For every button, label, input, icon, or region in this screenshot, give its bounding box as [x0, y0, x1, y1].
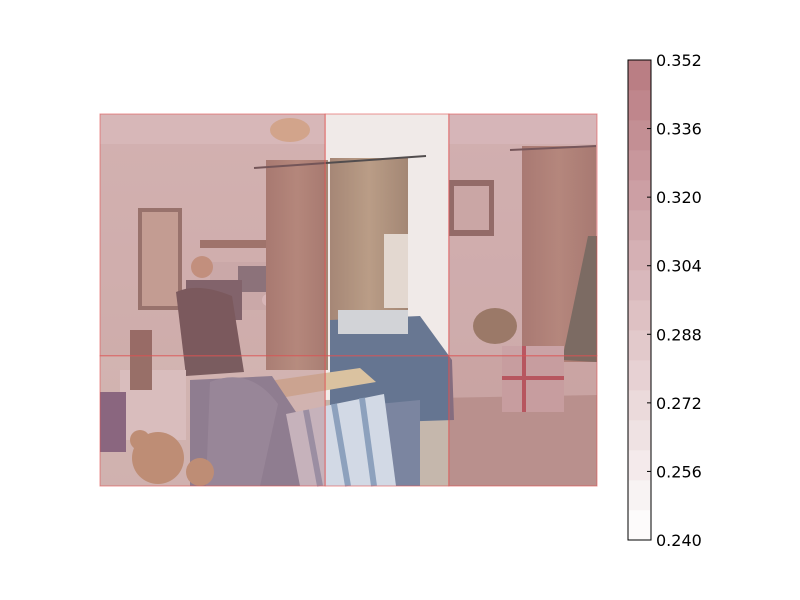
heatmap-cell: [448, 113, 598, 357]
colorbar-band: [628, 330, 651, 361]
heatmap-cell: [448, 355, 598, 487]
colorbar-band: [628, 360, 651, 391]
colorbar-tick-label: 0.336: [656, 120, 702, 139]
colorbar: 0.240 0.256 0.272 0.288 0.304 0.320 0.336 0.352: [627, 51, 702, 550]
colorbar-frame: [627, 59, 652, 541]
heatmap-cell: [324, 355, 450, 487]
heatmap-cell: [324, 113, 450, 357]
colorbar-tick-label: 0.352: [656, 51, 702, 70]
colorbar-band: [628, 60, 651, 91]
colorbar-band: [628, 90, 651, 121]
colorbar-tick-label: 0.240: [656, 531, 702, 550]
colorbar-tick-label: 0.288: [656, 325, 702, 344]
heatmap-cell: [99, 355, 326, 487]
colorbar-band: [628, 120, 651, 151]
colorbar-band: [628, 270, 651, 301]
colorbar-band: [628, 240, 651, 271]
colorbar-ticks: 0.240 0.256 0.272 0.288 0.304 0.320 0.336 0.352: [647, 51, 702, 550]
colorbar-tick-label: 0.256: [656, 462, 702, 481]
colorbar-band: [628, 510, 651, 541]
colorbar-band: [628, 390, 651, 421]
colorbar-tick-label: 0.304: [656, 257, 702, 276]
colorbar-band: [628, 300, 651, 331]
heatmap-cell: [99, 113, 326, 357]
colorbar-bands: [628, 60, 651, 541]
colorbar-band: [628, 150, 651, 181]
colorbar-band: [628, 180, 651, 211]
colorbar-tick-label: 0.320: [656, 188, 702, 207]
heatmap-cells: [99, 113, 598, 487]
colorbar-band: [628, 420, 651, 451]
colorbar-band: [628, 480, 651, 511]
colorbar-tick-label: 0.272: [656, 394, 702, 413]
colorbar-band: [628, 210, 651, 241]
colorbar-band: [628, 450, 651, 481]
